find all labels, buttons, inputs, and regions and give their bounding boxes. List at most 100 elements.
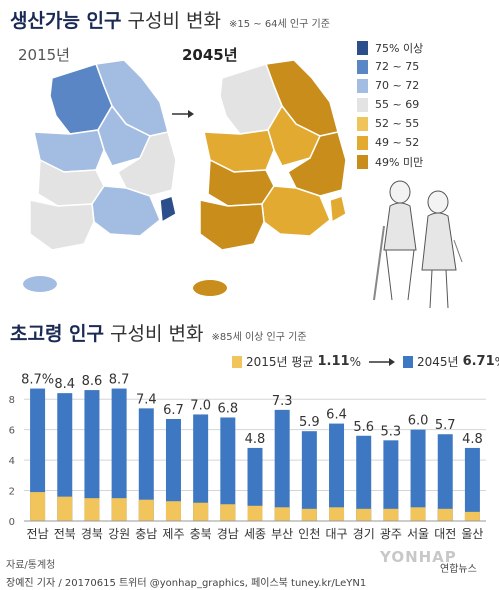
bar-2045 — [57, 393, 73, 521]
bar-value-label: 4.8 — [245, 432, 266, 447]
map-2045 — [193, 59, 347, 296]
category-label: 충남 — [135, 527, 157, 541]
logo-text: 연합뉴스 — [440, 564, 477, 575]
section2-title-rest: 구성비 변화 — [104, 323, 204, 345]
map-legend-label: 75% 이상 — [375, 41, 424, 55]
legend-2015-value: 1.11 — [317, 354, 350, 369]
map-2015-gyeongnam — [91, 185, 161, 237]
footer-source: 자료/통계청 — [6, 560, 56, 571]
category-label: 제주 — [162, 527, 184, 541]
maps-panel — [23, 59, 463, 309]
category-label: 울산 — [461, 527, 483, 541]
map-legend-swatch — [357, 78, 368, 93]
legend-arrow-icon — [368, 357, 395, 366]
map-legend: 75% 이상 72 ~ 75 70 ~ 72 55 ~ 69 52 ~ 55 4… — [357, 38, 423, 171]
bar-2015 — [356, 508, 372, 521]
bar-2045 — [193, 414, 209, 521]
bar-2045 — [84, 390, 100, 521]
map-legend-label: 49% 미만 — [375, 155, 424, 169]
category-label: 대구 — [325, 527, 347, 541]
bar-value-label: 6.8 — [217, 401, 238, 416]
category-label: 대전 — [434, 527, 456, 541]
section1-title-bold: 생산가능 인구 — [10, 10, 122, 32]
bar-2045 — [220, 417, 236, 521]
bar-value-label: 6.0 — [408, 414, 429, 429]
bar-2015 — [193, 502, 209, 521]
bar-2045 — [356, 435, 372, 521]
legend-2015-unit: % — [349, 354, 361, 369]
bar-2015 — [138, 499, 154, 521]
map-legend-label: 70 ~ 72 — [375, 79, 420, 92]
map-legend-label: 72 ~ 75 — [375, 60, 420, 73]
section2-title-bold: 초고령 인구 — [10, 323, 105, 345]
bar-2015 — [247, 505, 263, 521]
section1-title: 생산가능 인구 구성비 변화 ※15 ~ 64세 인구 기준 — [10, 6, 330, 33]
bar-value-label: 5.6 — [353, 420, 374, 435]
bar-value-label: 5.9 — [299, 415, 320, 430]
map-legend-swatch — [357, 135, 368, 150]
legend-2015-prefix: 2015년 평균 — [246, 355, 314, 369]
section1-note: ※15 ~ 64세 인구 기준 — [228, 19, 330, 30]
bar-2015 — [111, 498, 127, 521]
bar-2045 — [138, 408, 154, 521]
bar-value-label: 7.3 — [272, 394, 293, 409]
bar-2045 — [329, 423, 345, 521]
map-2015-ulsan — [159, 195, 177, 224]
bar-value-label: 8.4 — [54, 377, 75, 392]
category-label: 강원 — [108, 527, 130, 541]
elderly-couple-illustration — [373, 180, 463, 309]
category-label: 전남 — [27, 527, 49, 541]
bar-2015 — [274, 507, 290, 521]
y-tick-label: 4 — [9, 456, 15, 467]
section1-title-rest: 구성비 변화 — [121, 10, 221, 32]
bar-2045 — [437, 434, 453, 521]
footer-credit: 장예진 기자 / 20170615 트위터 @yonhap_graphics, … — [6, 578, 367, 589]
legend-2045-prefix: 2045년 — [416, 355, 459, 369]
map-legend-item: 49 ~ 52 — [357, 133, 423, 152]
map-legend-swatch — [357, 40, 368, 55]
map-2045-gyeongnam — [261, 185, 331, 237]
map-legend-label: 52 ~ 55 — [375, 117, 420, 130]
bar-2015 — [220, 504, 236, 521]
legend-2045-unit: % — [495, 355, 499, 369]
legend-swatch-2015 — [232, 355, 242, 368]
bar-value-label: 4.8 — [462, 432, 483, 447]
bar-value-label: 5.7 — [435, 418, 456, 433]
map-legend-swatch — [357, 116, 368, 131]
bar-value-label: 5.3 — [381, 424, 402, 439]
arrow-right-icon — [172, 110, 194, 118]
map-legend-item: 72 ~ 75 — [357, 57, 423, 76]
bar-value-label: 8.7% — [21, 373, 54, 388]
y-tick-label: 2 — [9, 487, 15, 498]
bar-2045 — [165, 419, 181, 521]
category-label: 서울 — [407, 527, 429, 541]
category-label: 전북 — [54, 527, 76, 541]
map-legend-label: 55 ~ 69 — [375, 98, 420, 111]
map-legend-swatch — [357, 59, 368, 74]
bar-2015 — [383, 508, 399, 521]
category-label: 부산 — [271, 527, 293, 541]
map-legend-swatch — [357, 97, 368, 112]
map-2045-jeonnam — [199, 199, 265, 251]
map-legend-item: 75% 이상 — [357, 38, 423, 57]
watermark: YONHAP — [380, 548, 457, 566]
map-2015-jeonnam — [29, 199, 95, 251]
bar-2015 — [464, 511, 480, 521]
bar-value-label: 8.6 — [82, 374, 103, 389]
bar-value-label: 7.0 — [190, 398, 211, 413]
map-legend-item: 49% 미만 — [357, 152, 423, 171]
bar-2015 — [301, 508, 317, 521]
map-2045-gyeongbuk — [287, 131, 347, 197]
bar-2015 — [165, 501, 181, 521]
bar-2015 — [410, 507, 426, 521]
section2-note: ※85세 이상 인구 기준 — [211, 332, 307, 343]
legend-swatch-2045 — [402, 355, 413, 368]
map-2015 — [23, 59, 177, 292]
year-label-2015: 2015년 — [18, 46, 70, 64]
map-2045-ulsan — [329, 195, 347, 224]
bar-2045 — [383, 440, 399, 521]
year-label-2045: 2045년 — [182, 46, 238, 64]
map-legend-label: 49 ~ 52 — [375, 136, 420, 149]
bar-value-label: 6.7 — [163, 403, 184, 418]
category-label: 인천 — [298, 526, 320, 541]
